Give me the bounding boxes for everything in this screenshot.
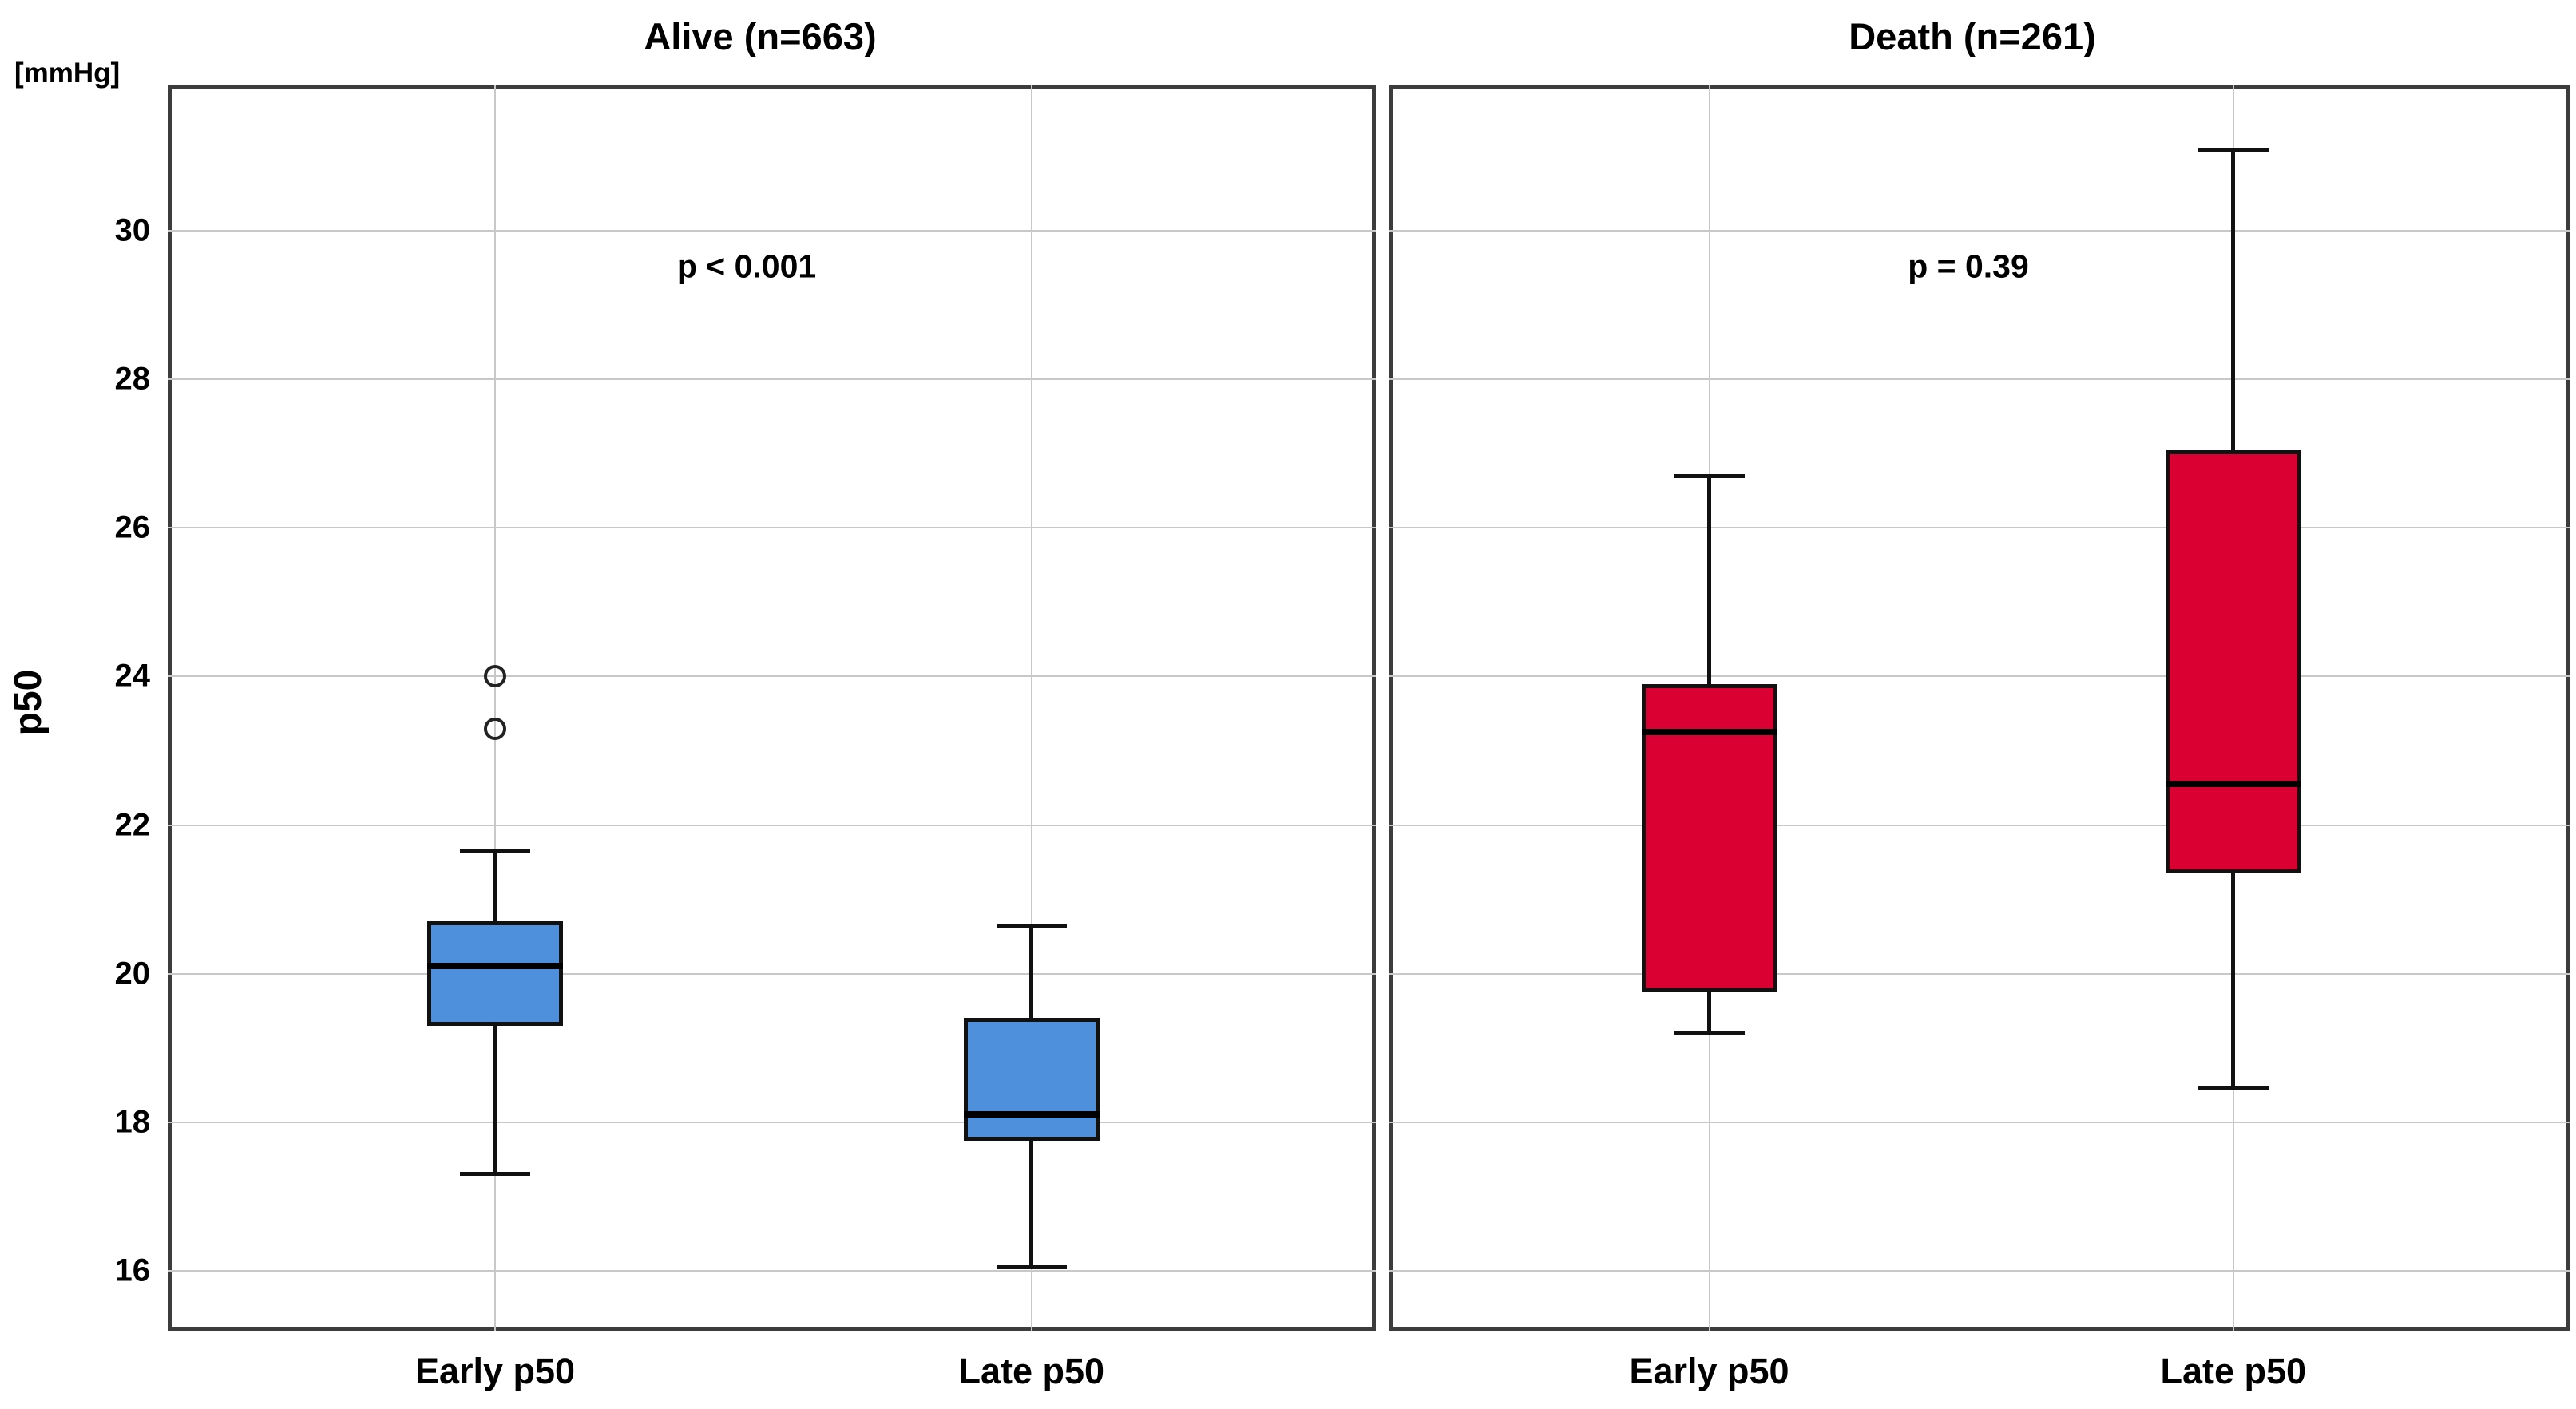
- v-gridline: [1030, 85, 1032, 1331]
- whisker-lower-stem: [1029, 1140, 1034, 1267]
- h-gridline: [168, 230, 1376, 232]
- whisker-lower-stem: [1707, 991, 1712, 1033]
- whisker-lower-cap: [996, 1265, 1067, 1269]
- h-gridline: [1389, 230, 2570, 232]
- outlier-circle: [484, 665, 507, 688]
- y-tick-label: 20: [114, 956, 151, 991]
- panel-title-death: Death (n=261): [1849, 15, 2096, 57]
- h-gridline: [1389, 972, 2570, 975]
- iqr-box: [427, 921, 564, 1026]
- whisker-lower-cap: [460, 1172, 531, 1177]
- panel-death: [1389, 85, 2570, 1331]
- h-gridline: [1389, 378, 2570, 381]
- iqr-box: [963, 1018, 1100, 1141]
- h-gridline: [168, 527, 1376, 529]
- median-line: [427, 963, 564, 970]
- whisker-upper-stem: [1029, 925, 1034, 1019]
- iqr-box: [2165, 449, 2301, 873]
- whisker-upper-cap: [460, 849, 531, 853]
- outlier-circle: [484, 717, 507, 740]
- y-tick-label: 16: [114, 1253, 151, 1288]
- x-category-label: Early p50: [414, 1351, 576, 1391]
- whisker-upper-cap: [996, 923, 1067, 928]
- h-gridline: [1389, 1269, 2570, 1272]
- h-gridline: [168, 675, 1376, 678]
- median-line: [963, 1111, 1100, 1118]
- y-tick-label: 28: [114, 361, 151, 397]
- h-gridline: [168, 1121, 1376, 1123]
- whisker-lower-stem: [493, 1025, 497, 1174]
- y-tick-label: 26: [114, 509, 151, 545]
- h-gridline: [168, 1269, 1376, 1272]
- p-value-label-alive: p < 0.001: [676, 247, 817, 285]
- whisker-upper-stem: [2231, 149, 2236, 450]
- median-line: [1641, 729, 1777, 736]
- whisker-lower-cap: [1674, 1031, 1745, 1035]
- x-category-label: Late p50: [958, 1351, 1105, 1391]
- whisker-lower-cap: [2198, 1086, 2269, 1091]
- h-gridline: [1389, 1121, 2570, 1123]
- y-tick-label: 30: [114, 212, 151, 248]
- y-tick-label: 22: [114, 807, 151, 842]
- h-gridline: [168, 378, 1376, 381]
- x-category-label: Early p50: [1629, 1351, 1789, 1391]
- whisker-upper-cap: [1674, 473, 1745, 478]
- whisker-upper-stem: [493, 851, 497, 922]
- h-gridline: [1389, 675, 2570, 678]
- y-tick-label: 18: [114, 1104, 151, 1140]
- x-category-label: Late p50: [2160, 1351, 2307, 1391]
- median-line: [2165, 781, 2301, 788]
- panel-alive: [168, 85, 1376, 1331]
- p-value-label-death: p = 0.39: [1908, 247, 2029, 285]
- h-gridline: [168, 824, 1376, 826]
- y-tick-label: 24: [114, 658, 151, 694]
- h-gridline: [168, 972, 1376, 975]
- whisker-upper-stem: [1707, 476, 1712, 684]
- whisker-lower-stem: [2231, 873, 2236, 1089]
- h-gridline: [1389, 527, 2570, 529]
- whisker-upper-cap: [2198, 147, 2269, 152]
- y-unit-label: [mmHg]: [14, 57, 121, 89]
- y-axis-label: p50: [6, 669, 50, 736]
- h-gridline: [1389, 824, 2570, 826]
- panel-title-alive: Alive (n=663): [644, 15, 877, 57]
- v-gridline: [494, 85, 497, 1331]
